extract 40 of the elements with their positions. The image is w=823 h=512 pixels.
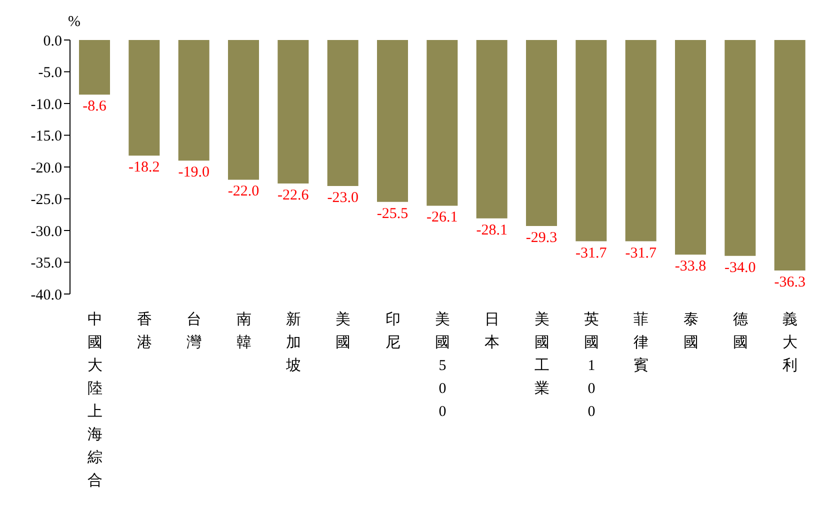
y-tick-label: -5.0 bbox=[38, 65, 62, 82]
data-label: -8.6 bbox=[82, 98, 107, 115]
x-tick-label: 南韓 bbox=[236, 311, 252, 351]
data-label: -25.5 bbox=[376, 206, 408, 222]
data-label: -22.6 bbox=[278, 188, 310, 204]
data-label: -28.1 bbox=[476, 222, 508, 238]
y-tick-label: -20.0 bbox=[30, 160, 62, 176]
x-tick-label: 英國100 bbox=[584, 311, 599, 420]
data-label: -23.0 bbox=[327, 190, 358, 206]
data-label: -33.8 bbox=[674, 258, 706, 275]
data-label: -29.3 bbox=[526, 230, 558, 246]
x-tick-label: 中國大陸上海綜合 bbox=[86, 311, 102, 489]
x-tick-label: 德國 bbox=[733, 312, 748, 351]
y-axis-title: % bbox=[68, 14, 80, 31]
data-label: -26.1 bbox=[426, 210, 458, 226]
y-tick-label: -10.0 bbox=[30, 96, 62, 113]
y-tick-label: -15.0 bbox=[30, 128, 62, 145]
data-label: -31.7 bbox=[576, 245, 608, 262]
y-tick-label: 0.0 bbox=[43, 33, 62, 50]
data-label: -19.0 bbox=[178, 164, 210, 181]
data-label: -22.0 bbox=[228, 184, 260, 200]
y-tick-label: -30.0 bbox=[30, 224, 62, 240]
y-tick-label: -40.0 bbox=[30, 287, 62, 304]
y-tick-label: -25.0 bbox=[30, 192, 62, 208]
x-tick-label: 美國500 bbox=[435, 311, 450, 420]
data-label: -34.0 bbox=[724, 260, 756, 276]
x-tick-label: 新加坡 bbox=[285, 311, 301, 374]
x-tick-label: 日本 bbox=[484, 312, 500, 351]
data-label: -18.2 bbox=[128, 160, 160, 176]
y-tick-label: -35.0 bbox=[30, 256, 62, 272]
x-tick-label: 香港 bbox=[137, 311, 152, 351]
x-tick-label: 義大利 bbox=[782, 311, 798, 374]
data-label: -31.7 bbox=[625, 245, 657, 262]
x-tick-label: 美國 bbox=[336, 311, 351, 351]
x-tick-label: 印尼 bbox=[385, 311, 400, 351]
x-tick-label: 泰國 bbox=[683, 312, 698, 351]
x-tick-label: 美國工業 bbox=[534, 311, 550, 397]
x-tick-label: 菲律賓 bbox=[634, 311, 649, 374]
data-label: -36.3 bbox=[774, 274, 806, 291]
x-tick-label: 台灣 bbox=[186, 311, 202, 351]
